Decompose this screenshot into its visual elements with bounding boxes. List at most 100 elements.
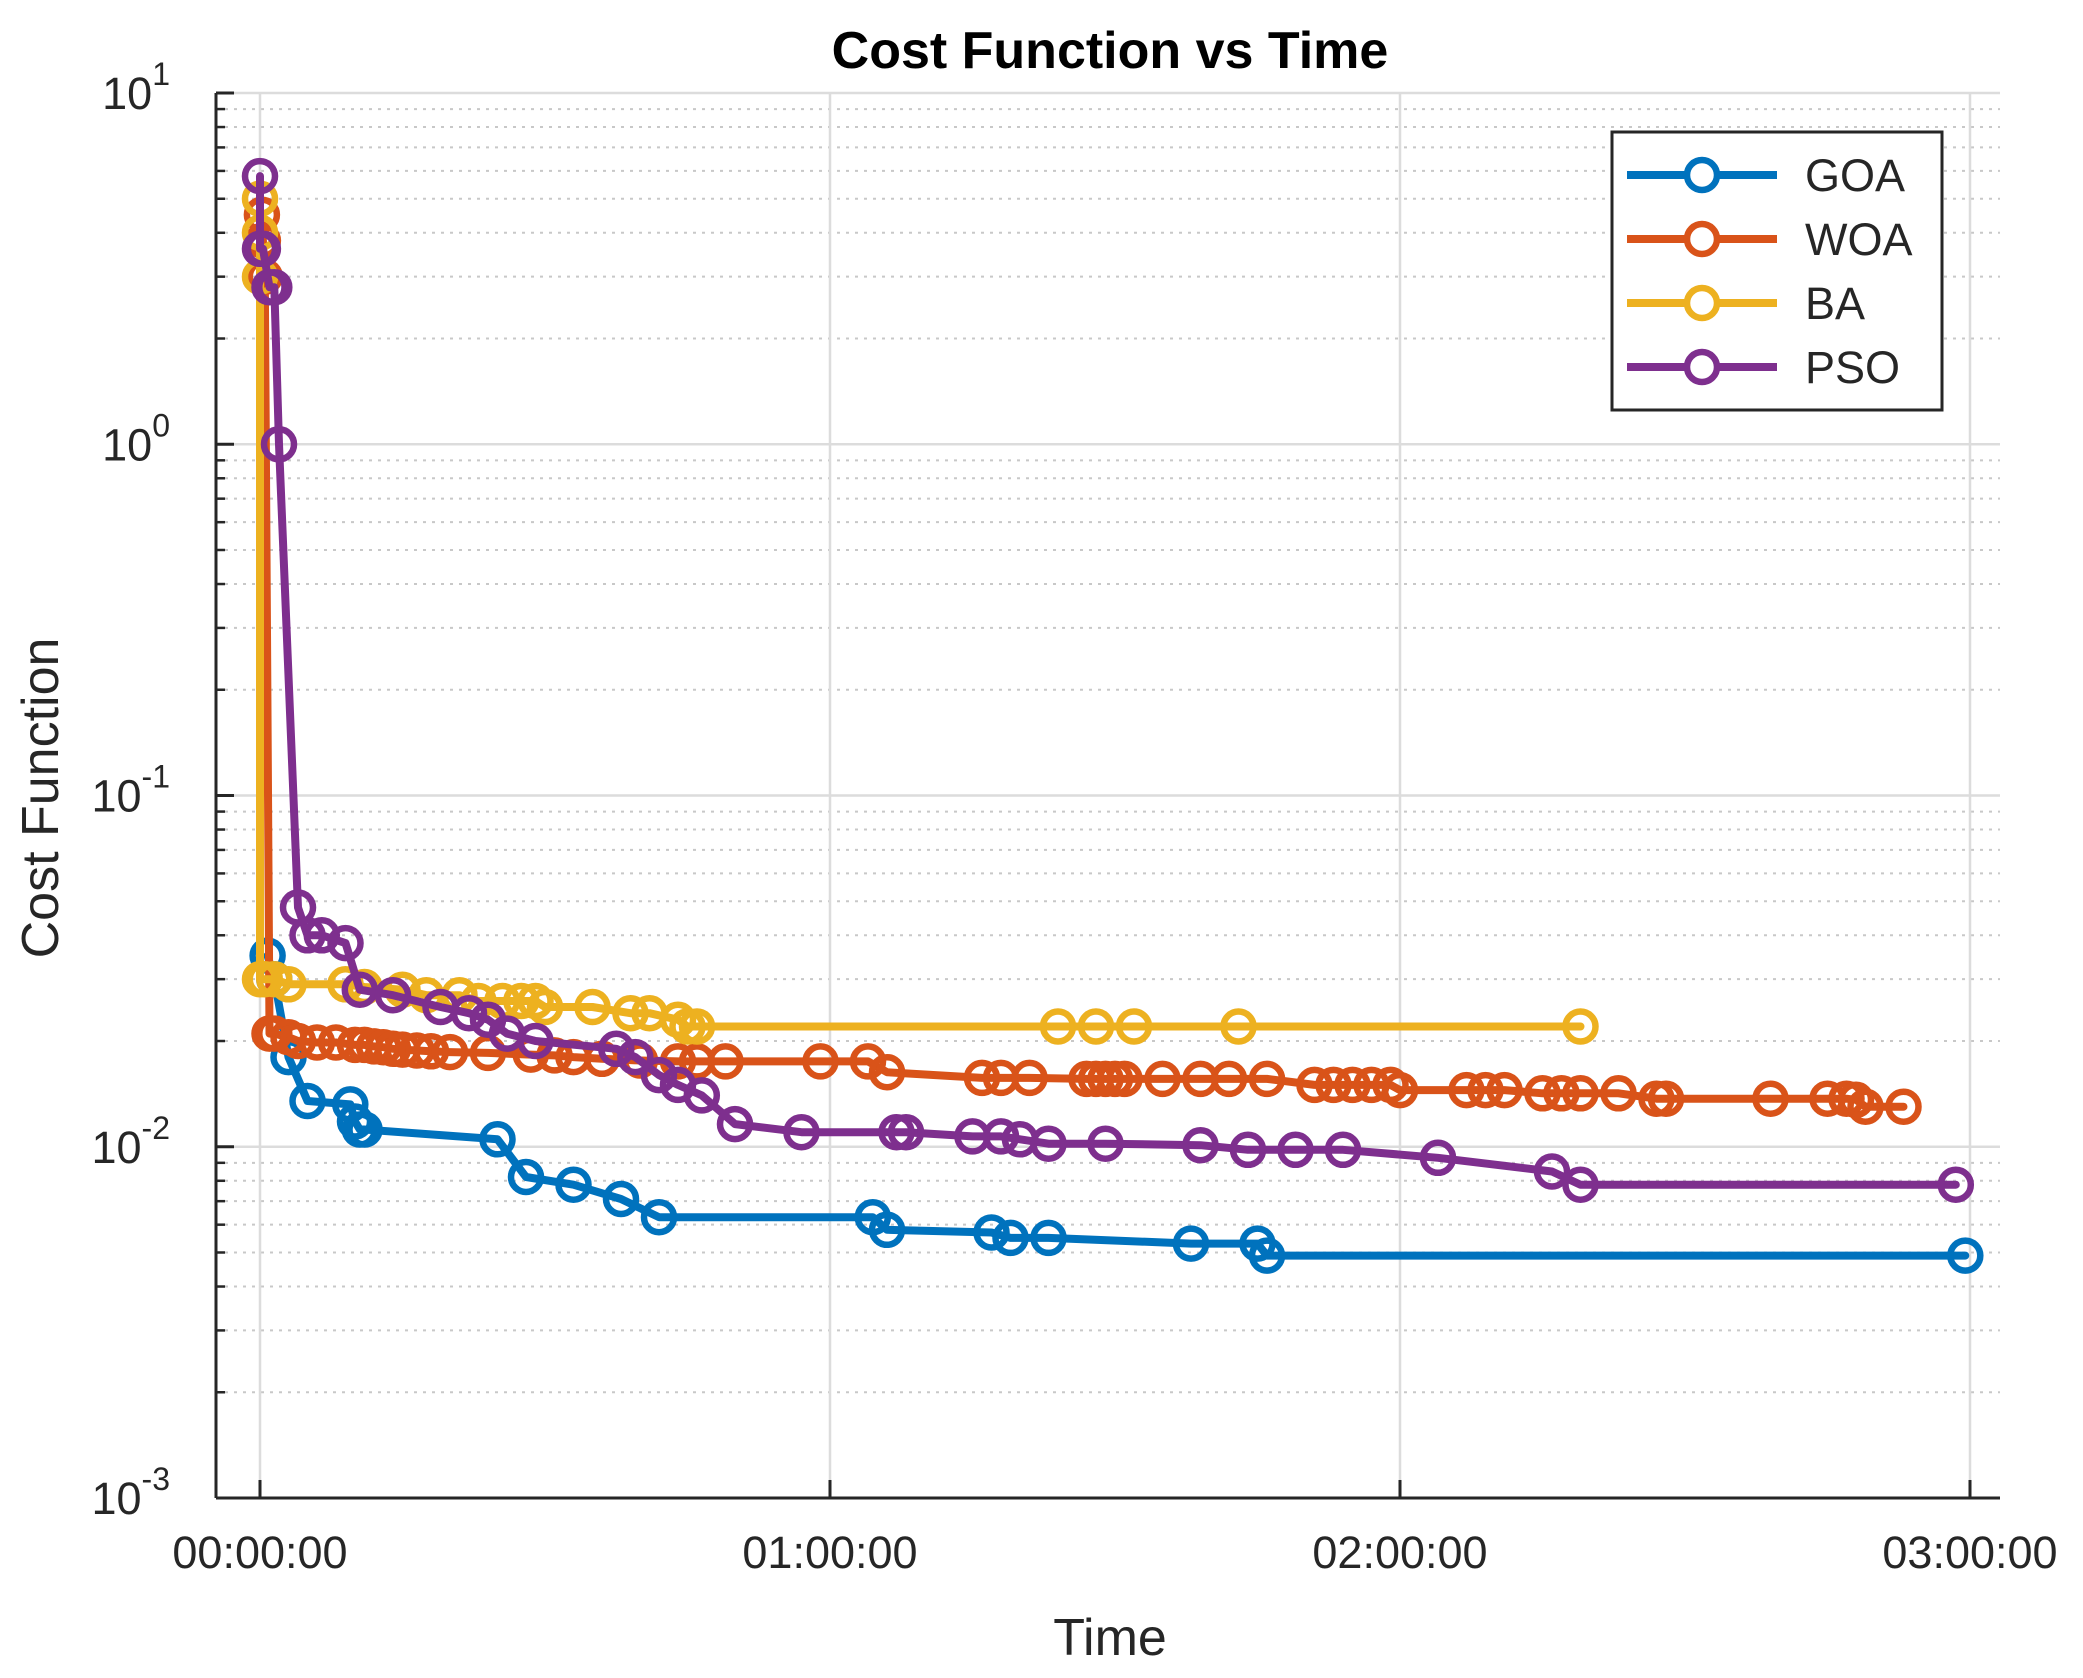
data-point-pso — [1419, 1139, 1457, 1177]
legend-marker-pso — [1683, 348, 1721, 386]
data-point-ba — [1115, 1008, 1153, 1045]
data-point-pso — [1087, 1125, 1124, 1162]
data-point-pso — [1229, 1131, 1267, 1169]
data-point-woa — [1210, 1060, 1248, 1098]
data-point-woa — [1647, 1080, 1685, 1117]
data-point-woa — [1562, 1075, 1599, 1112]
data-point-pso — [341, 971, 379, 1008]
y-tick-exponent: -2 — [142, 1110, 170, 1146]
data-point-goa — [1172, 1225, 1210, 1262]
data-point-pso — [617, 1038, 654, 1076]
data-point-pso — [1277, 1131, 1314, 1169]
data-point-goa — [289, 1082, 326, 1120]
data-point-ba — [526, 988, 564, 1026]
legend-label-pso: PSO — [1805, 342, 1900, 393]
data-point-ba — [631, 994, 668, 1032]
data-point-ba — [1562, 1008, 1599, 1045]
data-point-woa — [1467, 1071, 1504, 1109]
data-point-pso — [256, 268, 293, 306]
data-point-pso — [982, 1118, 1020, 1155]
y-axis-label: Cost Function — [12, 638, 70, 959]
data-point-pso — [289, 917, 326, 954]
data-point-woa — [1248, 1060, 1286, 1098]
data-point-pso — [1030, 1125, 1067, 1162]
data-point-ba — [270, 966, 307, 1003]
data-point-pso — [303, 917, 341, 954]
data-point-ba — [1039, 1008, 1077, 1045]
data-point-goa — [602, 1180, 640, 1218]
legend-label-ba: BA — [1805, 278, 1865, 329]
data-point-pso — [683, 1077, 721, 1114]
x-tick-label: 03:00:00 — [1882, 1527, 2057, 1578]
y-tick-exponent: 0 — [152, 407, 170, 443]
data-point-pso — [1533, 1153, 1571, 1190]
data-point-ba — [1077, 1008, 1115, 1045]
data-point-woa — [1885, 1088, 1922, 1125]
data-point-goa — [640, 1198, 678, 1236]
data-point-woa — [868, 1053, 906, 1091]
y-tick-exponent: -3 — [142, 1461, 170, 1497]
series-line-ba — [256, 194, 1585, 1031]
data-point-pso — [517, 1022, 554, 1060]
data-point-pso — [783, 1113, 820, 1151]
data-point-woa — [963, 1059, 1001, 1097]
series-line-goa — [263, 951, 1970, 1260]
data-point-pso — [1324, 1131, 1362, 1169]
data-point-goa — [1947, 1237, 1984, 1274]
data-point-woa — [1106, 1060, 1143, 1098]
data-point-woa — [1144, 1060, 1181, 1098]
data-point-pso — [422, 988, 459, 1026]
data-point-woa — [398, 1032, 436, 1069]
legend: GOA WOA BA PSO — [1610, 130, 1944, 412]
data-point-woa — [279, 1022, 317, 1060]
data-point-woa — [1334, 1066, 1371, 1104]
data-point-goa — [1248, 1237, 1286, 1274]
data-point-pso — [1937, 1166, 1975, 1203]
data-point-goa — [1030, 1219, 1067, 1257]
data-point-pso — [260, 426, 298, 463]
x-axis-label: Time — [1053, 1609, 1167, 1667]
legend-label-woa: WOA — [1805, 214, 1913, 265]
data-point-pso — [887, 1113, 925, 1151]
data-point-pso — [488, 1015, 526, 1052]
data-point-woa — [707, 1043, 744, 1080]
data-point-goa — [507, 1158, 545, 1196]
x-tick-label: 00:00:00 — [172, 1527, 347, 1578]
data-point-woa — [412, 1033, 450, 1070]
data-point-goa — [346, 1111, 383, 1148]
data-point-woa — [1486, 1071, 1523, 1109]
data-point-goa — [973, 1214, 1010, 1251]
x-tick-label: 01:00:00 — [742, 1527, 917, 1578]
data-point-woa — [802, 1043, 839, 1080]
y-tick-exponent: -1 — [142, 759, 170, 795]
data-point-pso — [598, 1030, 635, 1068]
data-point-pso — [1562, 1166, 1599, 1203]
data-point-pso — [327, 924, 364, 962]
data-point-pso — [716, 1105, 754, 1143]
data-point-ba — [574, 988, 611, 1026]
grid — [216, 91, 2000, 1500]
data-point-ba — [503, 982, 540, 1020]
data-point-woa — [1847, 1088, 1884, 1125]
data-point-ba — [1220, 1008, 1257, 1045]
data-point-woa — [1448, 1071, 1485, 1109]
data-point-woa — [298, 1024, 336, 1061]
legend-label-goa: GOA — [1805, 150, 1905, 201]
chart-title: Cost Function vs Time — [832, 22, 1389, 80]
data-point-woa — [431, 1033, 469, 1071]
series-layer — [241, 157, 1984, 1274]
data-point-pso — [244, 230, 282, 268]
data-point-woa — [1543, 1075, 1580, 1112]
data-point-pso — [1182, 1126, 1219, 1164]
data-point-woa — [1381, 1071, 1419, 1109]
data-point-woa — [1600, 1075, 1637, 1112]
x-tick-label: 02:00:00 — [1312, 1527, 1487, 1578]
data-point-woa — [1011, 1059, 1048, 1097]
legend-marker-goa — [1683, 156, 1721, 194]
data-point-pso — [374, 976, 412, 1014]
data-point-pso — [1001, 1121, 1039, 1158]
y-tick-exponent: 1 — [152, 56, 170, 92]
data-point-pso — [450, 994, 488, 1032]
data-point-ba — [612, 994, 649, 1032]
